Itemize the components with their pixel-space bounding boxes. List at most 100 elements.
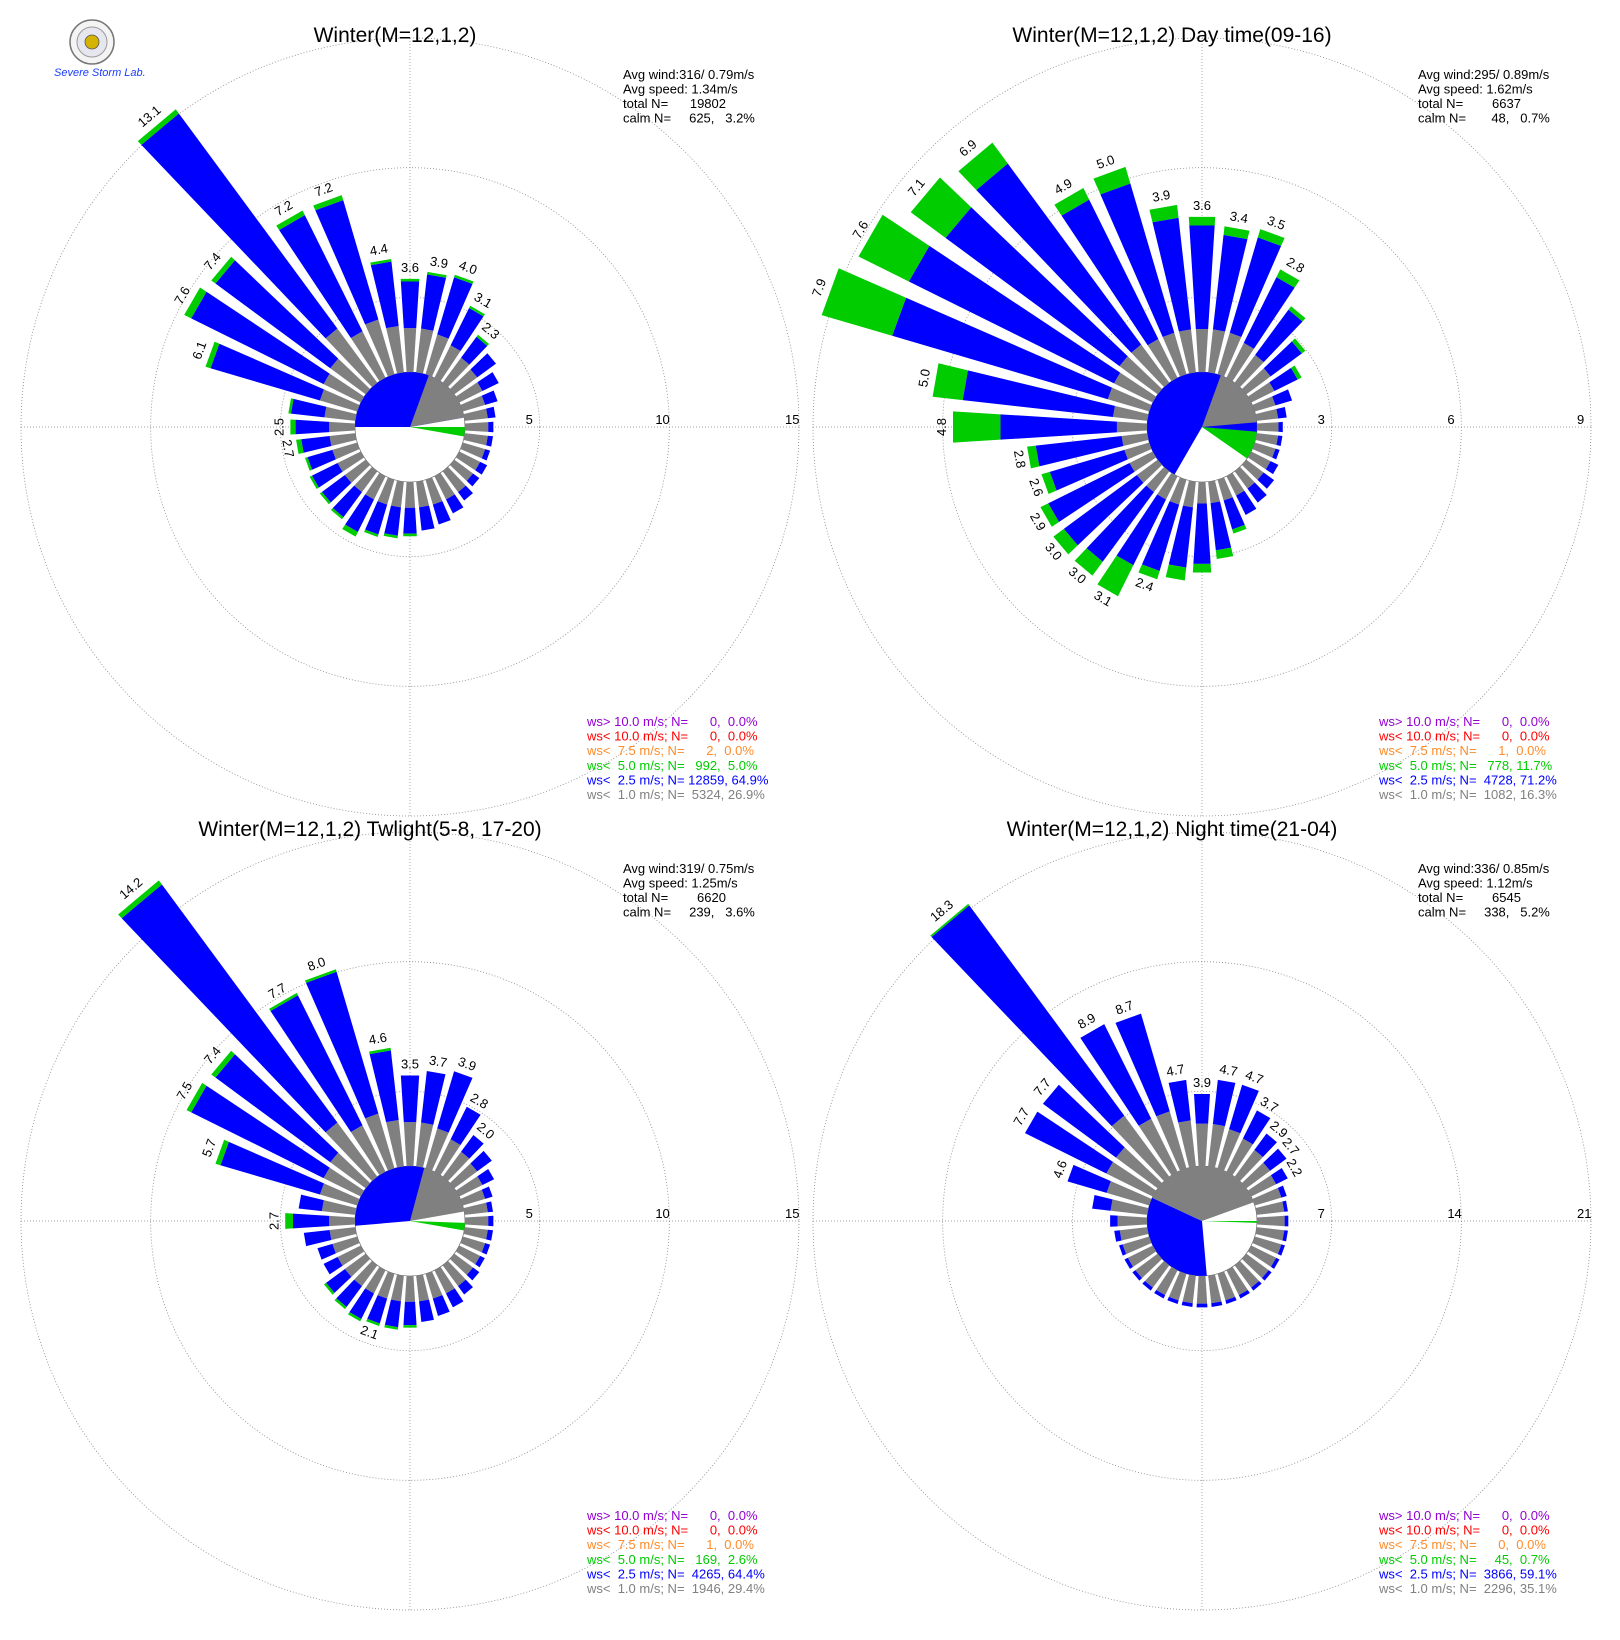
sector-bar-green	[205, 341, 220, 369]
sector-bar-gray	[460, 395, 486, 412]
calm-wedge	[410, 427, 465, 437]
sector-bar-green	[1040, 503, 1059, 527]
sector-bar-blue	[1282, 1200, 1288, 1212]
sector-bar-blue	[1255, 309, 1303, 363]
sector-label: 2.7	[279, 438, 297, 458]
sector-bar-blue	[892, 297, 1112, 400]
sector-bar-gray	[1197, 481, 1207, 504]
sector-bar-gray	[1162, 332, 1187, 377]
sector-bar-gray	[403, 328, 417, 373]
stats-line: total N= 6637	[1418, 96, 1521, 111]
sector-bar-green	[211, 1050, 235, 1078]
legend-entry: ws< 5.0 m/s; N= 778, 11.7%	[1378, 758, 1553, 773]
stats-line: calm N= 239, 3.6%	[623, 905, 755, 920]
sector-bar-green	[1097, 555, 1134, 597]
sector-label: 6.1	[189, 339, 209, 361]
legend-entry: ws< 1.0 m/s; N= 1946, 29.4%	[586, 1581, 765, 1596]
sector-bar-blue	[419, 1299, 434, 1323]
sector-bar-blue	[1242, 1110, 1271, 1145]
sector-bar-gray	[319, 1183, 360, 1206]
sector-bar-blue	[1114, 1230, 1122, 1242]
legend-entry: ws> 10.0 m/s; N= 0, 0.0%	[1378, 714, 1550, 729]
sector-bar-blue	[1277, 1185, 1287, 1198]
legend-entry: ws> 10.0 m/s; N= 0, 0.0%	[586, 714, 758, 729]
legend-entry: ws< 2.5 m/s; N= 4265, 64.4%	[586, 1566, 765, 1581]
sector-bar-gray	[455, 1245, 481, 1265]
sector-bar-gray	[463, 1202, 488, 1215]
sector-bar-blue	[1116, 494, 1167, 566]
sector-label: 7.7	[1010, 1105, 1032, 1128]
legend-entry: ws< 7.5 m/s; N= 1, 0.0%	[1378, 743, 1546, 758]
sector-label: 2.6	[1026, 476, 1046, 498]
stats-line: Avg wind:295/ 0.89m/s	[1418, 67, 1550, 82]
sector-label: 4.7	[1218, 1061, 1238, 1079]
sector-bar-blue	[326, 1269, 352, 1293]
sector-bar-gray	[1106, 1161, 1157, 1197]
sector-bar-green	[366, 1318, 380, 1327]
sector-bar-green	[334, 1298, 347, 1310]
sector-bar-blue	[215, 260, 339, 369]
legend-entry: ws< 5.0 m/s; N= 992, 5.0%	[586, 758, 758, 773]
sector-bar-gray	[1241, 1253, 1269, 1279]
sector-bar-blue	[1211, 1301, 1223, 1307]
calm-wedge	[1202, 375, 1257, 427]
sector-bar-gray	[330, 358, 371, 395]
sector-bar-gray	[330, 1152, 371, 1189]
panel-title: Winter(M=12,1,2) Twlight(5-8, 17-20)	[198, 818, 541, 841]
sector-bar-green	[1291, 338, 1306, 354]
sector-bar-gray	[1255, 408, 1279, 421]
sector-bar-blue	[369, 1050, 399, 1123]
sector-bar-blue	[488, 1215, 494, 1227]
sector-bar-blue	[1194, 1094, 1210, 1124]
sector-bar-green	[1188, 216, 1216, 226]
sector-bar-gray	[1135, 1253, 1163, 1279]
sector-bar-green	[211, 256, 235, 284]
sector-bar-blue	[1124, 1257, 1134, 1269]
sector-bar-gray	[464, 1216, 489, 1226]
sector-bar-blue	[1229, 1084, 1259, 1134]
calm-wedge	[1202, 1221, 1257, 1223]
panel-title: Winter(M=12,1,2) Night time(21-04)	[1007, 818, 1338, 841]
sector-bar-blue	[437, 277, 473, 339]
stats-line: calm N= 48, 0.7%	[1418, 111, 1550, 126]
lab-logo: Severe Storm Lab.	[54, 19, 146, 79]
sector-bar-green	[342, 524, 358, 537]
sector-bar-blue	[332, 485, 362, 518]
sector-bar-gray	[1147, 339, 1178, 382]
sector-bar-green	[330, 508, 344, 520]
sector-label: 7.2	[312, 179, 334, 199]
sector-bar-blue	[295, 419, 330, 435]
legend-entry: ws< 7.5 m/s; N= 1, 0.0%	[586, 1537, 754, 1552]
sector-bar-gray	[354, 466, 378, 493]
sector-bar-blue	[1254, 1133, 1277, 1158]
stats-line: total N= 19802	[623, 96, 726, 111]
sector-bar-gray	[323, 1167, 365, 1197]
sector-label: 7.2	[272, 197, 295, 219]
sector-bar-gray	[1156, 1111, 1187, 1171]
sector-bar-green	[1041, 471, 1057, 495]
calm-wedge	[1147, 1197, 1207, 1276]
sector-bar-gray	[1115, 1147, 1163, 1189]
sector-bar-gray	[1226, 342, 1254, 382]
sector-label: 2.8	[1284, 254, 1307, 276]
legend-entry: ws< 10.0 m/s; N= 0, 0.0%	[1378, 729, 1550, 744]
sector-bar-blue	[1265, 461, 1279, 475]
sector-bar-green	[313, 195, 344, 211]
sector-bar-blue	[1000, 414, 1117, 440]
sector-bar-gray	[1234, 354, 1264, 388]
sector-bar-blue	[311, 462, 343, 488]
sector-bar-gray	[386, 325, 404, 374]
sector-bar-gray	[319, 389, 360, 412]
sector-bar-blue	[1277, 1244, 1285, 1256]
sector-label: 4.6	[1050, 1158, 1070, 1180]
sector-bar-blue	[1024, 1111, 1113, 1174]
sector-bar-gray	[344, 1253, 371, 1277]
sector-bar-blue	[1141, 501, 1180, 571]
sector-bar-blue	[121, 884, 338, 1133]
sector-bar-gray	[460, 442, 486, 459]
sector-bar-blue	[400, 281, 420, 329]
sector-bar-gray	[1208, 1274, 1222, 1304]
sector-label: 3.9	[429, 253, 449, 271]
sector-bar-blue	[403, 507, 417, 534]
sector-bar-blue	[1229, 237, 1282, 337]
